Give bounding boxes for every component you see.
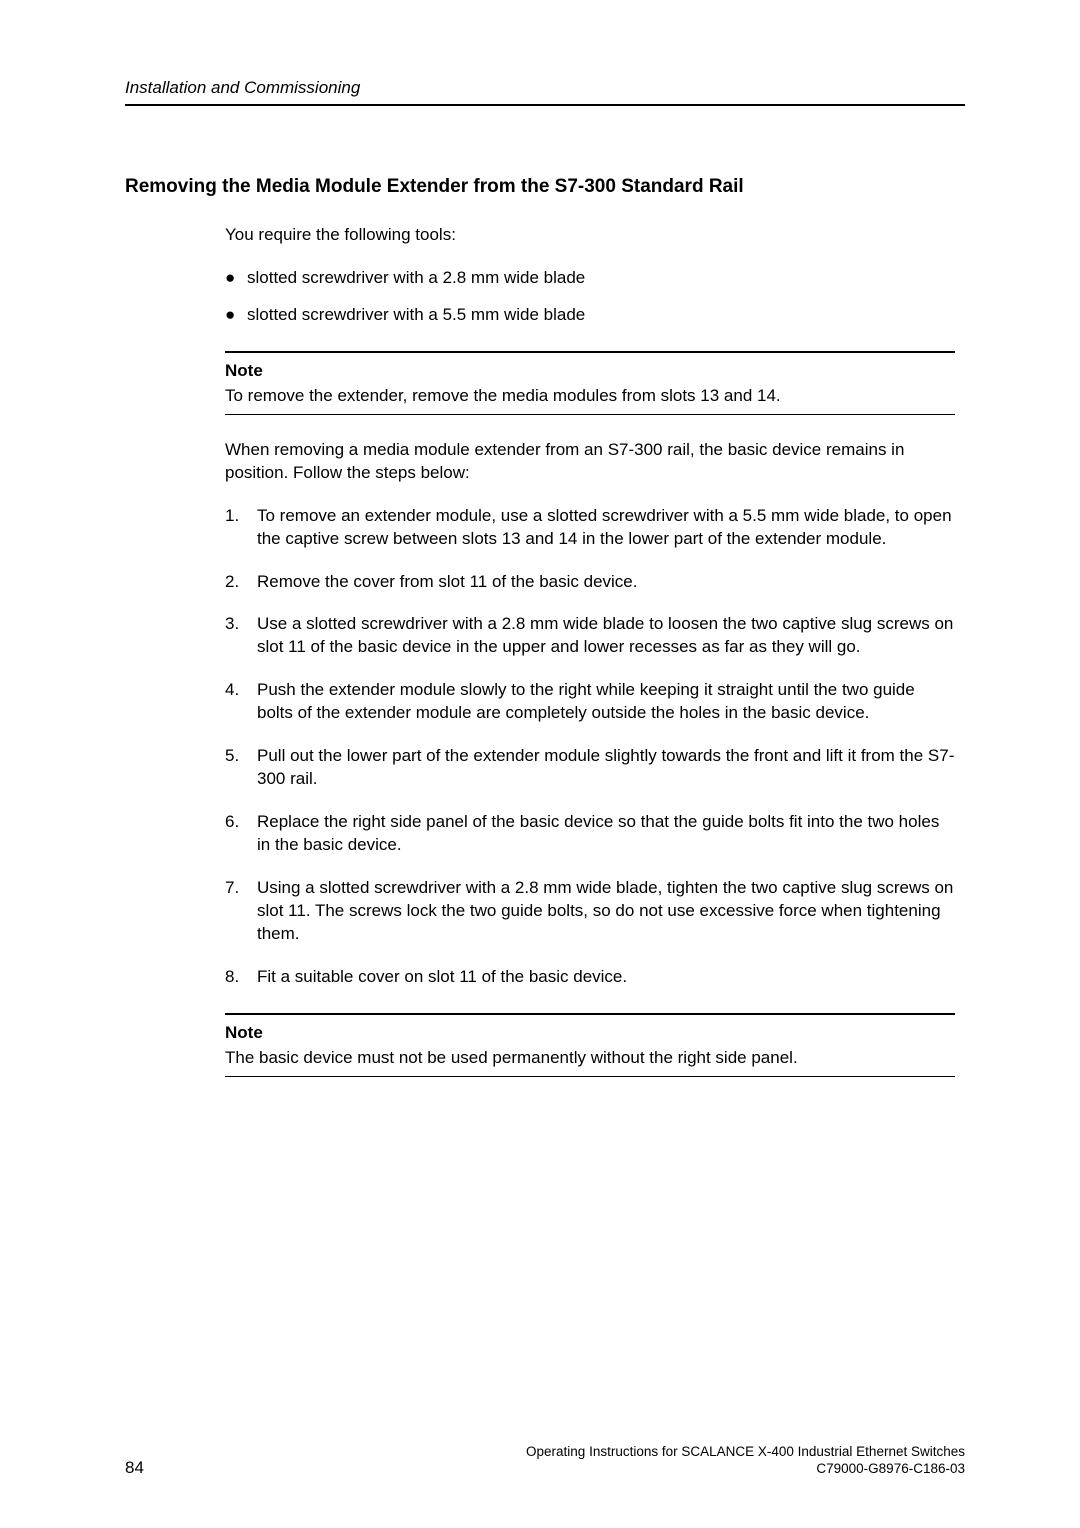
step-item: 8. Fit a suitable cover on slot 11 of th… [225, 966, 955, 989]
note-rule-bottom [225, 1076, 955, 1077]
footer-line: Operating Instructions for SCALANCE X-40… [526, 1443, 965, 1461]
step-number: 5. [225, 745, 257, 791]
step-item: 6. Replace the right side panel of the b… [225, 811, 955, 857]
step-item: 1. To remove an extender module, use a s… [225, 505, 955, 551]
step-number: 3. [225, 613, 257, 659]
step-item: 3. Use a slotted screwdriver with a 2.8 … [225, 613, 955, 659]
note-block: Note The basic device must not be used p… [225, 1013, 955, 1077]
footer-doc-info: Operating Instructions for SCALANCE X-40… [526, 1443, 965, 1478]
note-rule-top [225, 351, 955, 353]
step-text: Pull out the lower part of the extender … [257, 745, 955, 791]
list-item-text: slotted screwdriver with a 5.5 mm wide b… [247, 304, 585, 327]
list-item: ● slotted screwdriver with a 2.8 mm wide… [225, 267, 955, 290]
step-number: 7. [225, 877, 257, 946]
step-number: 1. [225, 505, 257, 551]
intro-paragraph: You require the following tools: [225, 224, 955, 247]
step-item: 4. Push the extender module slowly to th… [225, 679, 955, 725]
note-title: Note [225, 1023, 955, 1043]
body-content: You require the following tools: ● slott… [225, 224, 955, 1077]
note-block: Note To remove the extender, remove the … [225, 351, 955, 415]
step-text: Remove the cover from slot 11 of the bas… [257, 571, 637, 594]
step-number: 4. [225, 679, 257, 725]
footer-line: C79000-G8976-C186-03 [526, 1460, 965, 1478]
step-number: 2. [225, 571, 257, 594]
step-text: Replace the right side panel of the basi… [257, 811, 955, 857]
step-text: Fit a suitable cover on slot 11 of the b… [257, 966, 627, 989]
list-item: ● slotted screwdriver with a 5.5 mm wide… [225, 304, 955, 327]
step-number: 8. [225, 966, 257, 989]
running-header: Installation and Commissioning [125, 78, 965, 106]
step-item: 7. Using a slotted screwdriver with a 2.… [225, 877, 955, 946]
bullet-icon: ● [225, 267, 247, 290]
page-footer: 84 Operating Instructions for SCALANCE X… [125, 1443, 965, 1478]
step-text: Push the extender module slowly to the r… [257, 679, 955, 725]
note-body: The basic device must not be used perman… [225, 1047, 955, 1070]
note-body: To remove the extender, remove the media… [225, 385, 955, 408]
step-item: 2. Remove the cover from slot 11 of the … [225, 571, 955, 594]
section-heading: Removing the Media Module Extender from … [125, 176, 965, 198]
step-item: 5. Pull out the lower part of the extend… [225, 745, 955, 791]
steps-list: 1. To remove an extender module, use a s… [225, 505, 955, 989]
note-rule-top [225, 1013, 955, 1015]
page-number: 84 [125, 1458, 144, 1478]
step-text: Use a slotted screwdriver with a 2.8 mm … [257, 613, 955, 659]
note-rule-bottom [225, 414, 955, 415]
step-number: 6. [225, 811, 257, 857]
tools-list: ● slotted screwdriver with a 2.8 mm wide… [225, 267, 955, 327]
note-title: Note [225, 361, 955, 381]
step-text: To remove an extender module, use a slot… [257, 505, 955, 551]
bullet-icon: ● [225, 304, 247, 327]
list-item-text: slotted screwdriver with a 2.8 mm wide b… [247, 267, 585, 290]
lead-paragraph: When removing a media module extender fr… [225, 439, 955, 485]
step-text: Using a slotted screwdriver with a 2.8 m… [257, 877, 955, 946]
